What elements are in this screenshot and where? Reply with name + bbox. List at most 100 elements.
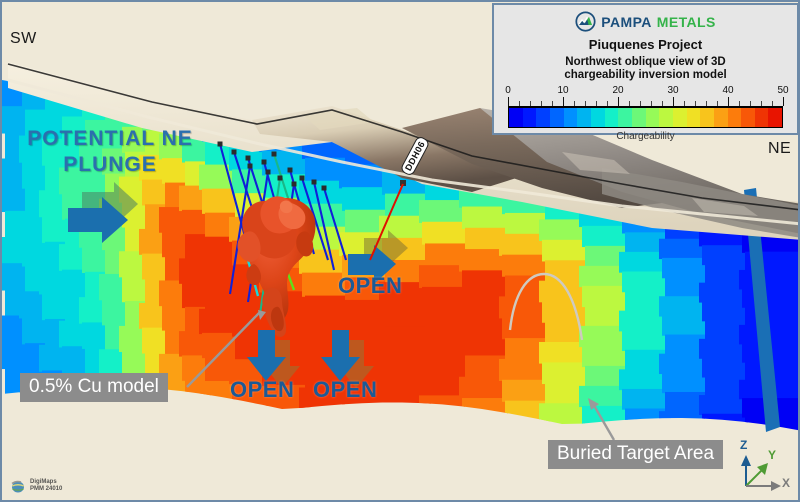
model-voxel — [19, 213, 45, 241]
colorbar-tick-label: 20 — [612, 85, 624, 96]
drillhole-trace — [300, 177, 330, 261]
drillhole-collar — [321, 185, 327, 191]
model-voxel — [39, 190, 65, 218]
colorbar-swatch — [522, 108, 537, 127]
colorbar-major-tick — [618, 97, 619, 106]
model-voxel — [59, 320, 85, 348]
buried-target-callout: Buried Target Area — [548, 440, 724, 469]
colorbar-major-tick — [563, 97, 564, 106]
orientation-label-ne: NE — [768, 140, 792, 157]
axis-label-z: Z — [740, 438, 748, 452]
watermark-line2: PMM 24010 — [30, 486, 63, 492]
drillhole-collar — [287, 167, 293, 173]
model-voxel — [659, 238, 705, 260]
model-voxel — [179, 258, 205, 284]
model-voxel — [142, 327, 168, 354]
model-voxel — [39, 344, 65, 372]
figure-title-line1: Northwest oblique view of 3D — [565, 56, 726, 68]
model-voxel — [542, 239, 588, 262]
model-voxel — [499, 233, 545, 256]
colorbar-major-tick — [673, 97, 674, 106]
drillhole-collar — [245, 155, 251, 161]
model-voxel — [699, 282, 745, 303]
open-label-3: OPEN — [313, 377, 378, 402]
model-voxel — [422, 351, 468, 375]
model-voxel — [702, 245, 748, 266]
model-voxel — [622, 330, 668, 351]
model-voxel — [182, 355, 208, 381]
model-voxel — [579, 385, 625, 408]
project-name: Piuquenes Project — [588, 37, 703, 52]
model-voxel — [539, 403, 585, 425]
pampa-metals-logo-icon — [575, 11, 596, 32]
model-voxel — [82, 322, 108, 349]
colorbar-swatch — [645, 108, 660, 127]
model-voxel — [159, 280, 185, 307]
colorbar-minor-tick — [750, 101, 751, 106]
model-voxel — [462, 334, 508, 357]
cu-model-leader-line — [186, 311, 261, 388]
figure-title: Northwest oblique view of 3D chargeabili… — [494, 56, 797, 81]
model-voxel — [539, 280, 585, 303]
drillhole-collar — [311, 179, 317, 185]
model-voxel — [19, 135, 45, 163]
model-voxel — [139, 228, 165, 255]
model-voxel — [162, 304, 188, 331]
orientation-label-sw: SW — [10, 30, 37, 47]
colorbar-tick-label: 40 — [722, 85, 734, 96]
model-voxel — [459, 376, 505, 400]
model-voxel — [22, 239, 48, 267]
colorbar-swatch — [741, 108, 755, 127]
model-voxel — [539, 341, 585, 364]
colorbar-minor-tick — [607, 101, 608, 106]
model-voxel — [419, 330, 465, 354]
model-voxel — [582, 285, 628, 308]
open-label-2: OPEN — [230, 377, 295, 402]
colorbar-swatch — [768, 108, 783, 127]
model-voxel — [379, 348, 425, 372]
model-voxel — [159, 207, 185, 233]
model-voxel — [162, 231, 188, 258]
model-voxel — [382, 304, 428, 328]
drillhole-trace — [322, 187, 348, 261]
cu-model-leader-arrow — [258, 310, 266, 320]
colorbar-tick-label: 0 — [505, 85, 511, 96]
model-voxel — [342, 187, 388, 211]
model-voxel — [19, 291, 45, 319]
colorbar-swatch — [577, 108, 591, 127]
model-voxel — [619, 369, 665, 391]
plunge-label-line1: POTENTIAL NE — [27, 127, 193, 150]
drillhole-collar — [299, 175, 305, 181]
model-voxel — [2, 341, 28, 370]
plunge-arrow — [68, 182, 138, 243]
model-voxel — [42, 293, 68, 321]
model-voxel — [2, 263, 28, 291]
model-voxel — [302, 272, 348, 297]
model-voxel — [22, 161, 48, 189]
model-voxel — [662, 372, 708, 394]
model-voxel — [622, 271, 668, 293]
model-voxel — [659, 353, 705, 375]
colorbar-minor-tick — [640, 101, 641, 106]
model-voxel — [339, 164, 385, 189]
model-voxel — [542, 301, 588, 323]
model-voxel — [122, 276, 148, 303]
model-voxel — [79, 297, 105, 324]
model-voxel — [579, 325, 625, 348]
terrain-surface-drape — [7, 62, 798, 240]
model-voxel — [142, 179, 168, 206]
colorbar-swatch — [536, 108, 550, 127]
model-voxel — [619, 310, 665, 332]
model-voxel — [102, 299, 128, 326]
colorbar-minor-tick — [629, 101, 630, 106]
model-voxel — [499, 296, 545, 319]
model-voxel — [582, 345, 628, 368]
open-label-1: OPEN — [338, 273, 403, 298]
colorbar-caption: Chargeability — [616, 131, 675, 142]
model-voxel — [2, 237, 25, 265]
model-voxel — [579, 265, 625, 288]
model-voxel — [82, 246, 108, 274]
model-voxel — [419, 265, 465, 289]
model-voxel — [699, 395, 745, 415]
